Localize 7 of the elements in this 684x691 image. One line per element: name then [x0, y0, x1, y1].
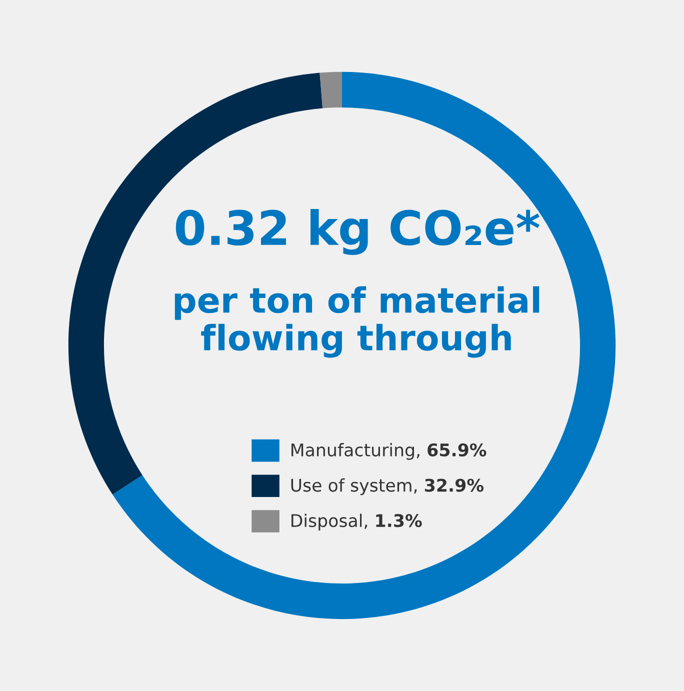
legend-label: Use of system, 32.9% — [291, 478, 484, 496]
donut-slice — [112, 72, 616, 620]
legend-label: Disposal, 1.3% — [292, 514, 422, 531]
legend-label: Manufacturing, 65.9% — [292, 443, 486, 460]
donut-slice — [320, 72, 342, 108]
text: 0.32 kg CO₂e* — [176, 208, 540, 256]
text: per ton of material flowing through — [174, 286, 540, 358]
